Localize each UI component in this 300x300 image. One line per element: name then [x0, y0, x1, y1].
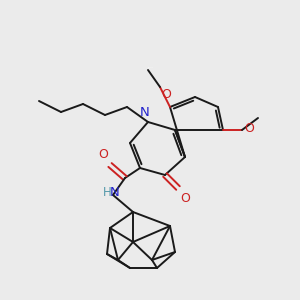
Text: H: H [103, 187, 111, 200]
Text: N: N [140, 106, 150, 119]
Text: N: N [110, 187, 120, 200]
Text: O: O [161, 88, 171, 101]
Text: O: O [244, 122, 254, 136]
Text: O: O [98, 148, 108, 161]
Text: O: O [180, 192, 190, 205]
Text: methoxy: methoxy [148, 67, 154, 68]
